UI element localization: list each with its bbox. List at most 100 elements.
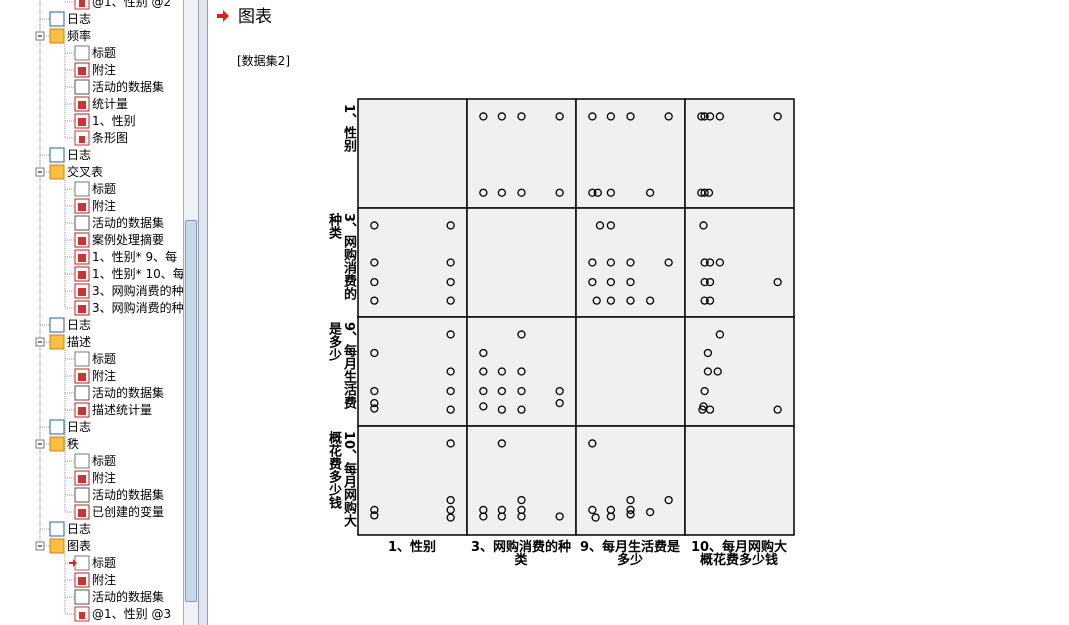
point <box>773 277 782 287</box>
point <box>704 188 714 197</box>
tree-item[interactable]: 活动的数据集 <box>92 386 165 400</box>
cell <box>466 425 577 536</box>
point <box>715 258 725 267</box>
item-icon-fill <box>78 475 86 483</box>
tree-item[interactable]: 标题 <box>92 352 117 366</box>
selected-arrow <box>69 559 77 567</box>
cell <box>357 316 468 427</box>
tree-item[interactable]: 日志 <box>67 420 92 434</box>
tree-item[interactable]: 描述统计量 <box>92 403 153 417</box>
tree-item[interactable]: 日志 <box>67 148 92 162</box>
tree-item[interactable]: 统计量 <box>92 97 129 111</box>
tree-item[interactable]: 附注 <box>92 369 117 383</box>
point <box>555 112 564 121</box>
tree-item[interactable]: 活动的数据集 <box>92 590 165 604</box>
point <box>626 258 635 267</box>
item-icon <box>74 45 90 61</box>
tree-item[interactable]: 标题 <box>92 454 117 468</box>
tree-item[interactable]: 秩 <box>67 437 80 451</box>
tree-item[interactable]: @1、性别 @2 <box>92 0 172 9</box>
tree-item[interactable]: 附注 <box>92 573 117 587</box>
item-icon <box>49 28 65 44</box>
tree-item[interactable]: 日志 <box>67 12 92 26</box>
point <box>517 405 526 414</box>
tree-item[interactable]: 1、性别* 9、每 <box>92 250 178 264</box>
point <box>446 495 455 505</box>
point <box>370 258 379 267</box>
tree-item[interactable]: @1、性别 @3 <box>92 607 172 621</box>
tree-item[interactable]: 标题 <box>92 556 117 570</box>
cell <box>684 425 795 536</box>
tree-item[interactable]: 1、性别* 10、每 <box>92 267 184 281</box>
tree-item[interactable]: 交叉表 <box>67 165 104 179</box>
scroll-thumb[interactable] <box>185 220 197 602</box>
tree-item[interactable]: 日志 <box>67 318 92 332</box>
tree-item[interactable]: 描述 <box>67 335 92 349</box>
point <box>588 258 597 267</box>
point <box>446 386 455 396</box>
point <box>713 367 722 376</box>
outline-tree <box>35 0 90 622</box>
point <box>479 367 488 376</box>
point <box>497 112 507 121</box>
item-icon <box>74 487 90 503</box>
point <box>645 296 655 305</box>
point <box>664 112 673 121</box>
point <box>626 505 635 515</box>
tree-item[interactable]: 图表 <box>67 539 92 553</box>
point <box>606 277 616 287</box>
tree-item[interactable]: 标题 <box>92 46 117 60</box>
point <box>446 439 455 448</box>
item-icon <box>49 419 65 435</box>
cell <box>357 98 468 209</box>
point <box>705 277 715 287</box>
point <box>697 112 706 121</box>
point <box>446 367 455 376</box>
point <box>370 404 379 413</box>
tree-item[interactable]: 案例处理摘要 <box>92 233 165 247</box>
item-icon <box>74 385 90 401</box>
point <box>773 112 782 121</box>
splitter[interactable] <box>198 0 208 625</box>
tree-item[interactable]: 活动的数据集 <box>92 488 165 502</box>
tree-item[interactable]: 日志 <box>67 522 92 536</box>
row-label: 9、每月生活费是多少 <box>326 322 356 410</box>
point <box>591 513 600 522</box>
item-icon-fill <box>78 203 86 211</box>
tree-item[interactable]: 附注 <box>92 471 117 485</box>
point <box>699 221 708 230</box>
point <box>370 398 379 408</box>
item-icon <box>49 538 65 554</box>
point <box>588 112 597 121</box>
point <box>700 188 709 197</box>
point <box>592 296 601 305</box>
tree-item[interactable]: 附注 <box>92 199 117 213</box>
point <box>715 330 725 339</box>
point <box>595 221 605 230</box>
point <box>479 188 488 197</box>
item-icon-fill <box>78 407 86 415</box>
tree-item[interactable]: 活动的数据集 <box>92 80 165 94</box>
tree-item[interactable]: 标题 <box>92 182 117 196</box>
tree-item[interactable]: 1、性别 <box>92 114 136 128</box>
tree-item[interactable]: 3、网购消费的种 <box>92 284 184 298</box>
point <box>705 296 715 305</box>
column-label: 1、性别 <box>387 540 437 555</box>
point <box>626 510 635 519</box>
output-heading: 图表 <box>238 7 272 27</box>
row-label: 10、每月网购大概花费多少钱 <box>326 431 356 528</box>
cell <box>575 207 686 318</box>
item-icon <box>74 79 90 95</box>
tree-item[interactable]: 条形图 <box>92 131 129 145</box>
tree-item[interactable]: 已创建的变量 <box>92 505 165 519</box>
tree-item[interactable]: 频率 <box>67 29 92 43</box>
point <box>555 386 564 396</box>
tree-item[interactable]: 活动的数据集 <box>92 216 165 230</box>
cell <box>575 316 686 427</box>
tree-item[interactable]: 附注 <box>92 63 117 77</box>
point <box>555 398 564 408</box>
point <box>703 367 713 376</box>
tree-item[interactable]: 3、网购消费的种 <box>92 301 184 315</box>
